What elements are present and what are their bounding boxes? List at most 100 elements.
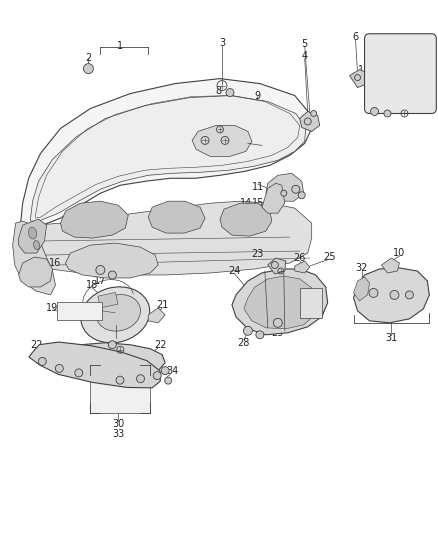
Text: 20: 20	[102, 353, 115, 363]
Circle shape	[153, 372, 161, 379]
Polygon shape	[220, 203, 272, 236]
Circle shape	[75, 369, 83, 377]
Polygon shape	[262, 183, 285, 213]
Circle shape	[116, 376, 124, 384]
Circle shape	[108, 341, 117, 349]
Polygon shape	[13, 221, 56, 295]
Text: 28: 28	[238, 338, 250, 348]
Text: 19: 19	[46, 303, 59, 313]
Circle shape	[244, 326, 252, 335]
Ellipse shape	[28, 227, 37, 239]
Bar	[98, 293, 118, 308]
Polygon shape	[66, 243, 158, 278]
Text: 22: 22	[154, 340, 166, 350]
Text: 6: 6	[353, 32, 359, 42]
Text: 26: 26	[293, 253, 306, 263]
Polygon shape	[266, 173, 304, 201]
Circle shape	[256, 331, 264, 339]
Polygon shape	[268, 258, 286, 274]
Circle shape	[96, 265, 105, 274]
Circle shape	[137, 375, 145, 383]
Text: 4: 4	[302, 51, 308, 61]
Text: 29: 29	[272, 328, 284, 338]
Polygon shape	[295, 261, 310, 273]
Text: 15: 15	[252, 198, 264, 208]
Text: 32: 32	[355, 263, 368, 273]
Text: 17: 17	[94, 276, 106, 286]
Text: 33: 33	[112, 430, 124, 440]
Circle shape	[108, 271, 117, 279]
Text: 3: 3	[219, 38, 225, 48]
Text: 30: 30	[112, 419, 124, 430]
Polygon shape	[353, 268, 429, 323]
Circle shape	[298, 192, 305, 199]
Bar	[57, 302, 102, 320]
Polygon shape	[19, 201, 312, 275]
Circle shape	[371, 108, 378, 116]
Text: 14: 14	[240, 198, 252, 208]
Polygon shape	[31, 95, 306, 221]
Text: 8: 8	[215, 86, 221, 95]
Text: 25: 25	[323, 252, 336, 262]
Polygon shape	[148, 201, 205, 233]
Text: 23: 23	[252, 249, 264, 259]
Circle shape	[292, 185, 300, 193]
Polygon shape	[353, 277, 370, 301]
Ellipse shape	[34, 240, 39, 249]
Circle shape	[390, 290, 399, 300]
Text: 11: 11	[252, 182, 264, 192]
Circle shape	[355, 75, 360, 80]
Circle shape	[39, 358, 46, 366]
Polygon shape	[232, 269, 328, 335]
Circle shape	[226, 88, 234, 96]
Circle shape	[406, 291, 413, 299]
Polygon shape	[46, 343, 165, 377]
Text: 5: 5	[302, 39, 308, 49]
Text: 36: 36	[364, 278, 376, 288]
Text: 32: 32	[74, 366, 87, 376]
Text: 18: 18	[86, 280, 99, 290]
Polygon shape	[21, 78, 312, 225]
Bar	[300, 288, 321, 318]
Circle shape	[281, 190, 287, 196]
Polygon shape	[60, 201, 128, 238]
Text: 12: 12	[358, 64, 371, 75]
Ellipse shape	[96, 295, 141, 331]
Polygon shape	[19, 219, 46, 253]
Circle shape	[273, 318, 283, 327]
Polygon shape	[244, 276, 318, 329]
Polygon shape	[192, 125, 252, 156]
Text: 16: 16	[49, 258, 62, 268]
Bar	[90, 365, 150, 413]
Text: 22: 22	[411, 278, 424, 288]
Circle shape	[165, 377, 172, 384]
Polygon shape	[350, 70, 370, 87]
Circle shape	[83, 63, 93, 74]
Circle shape	[384, 110, 391, 117]
Text: 2: 2	[85, 53, 92, 63]
Polygon shape	[300, 111, 320, 132]
Text: 13: 13	[408, 74, 420, 84]
Ellipse shape	[81, 287, 150, 343]
Text: 27: 27	[314, 310, 326, 320]
Text: 31: 31	[385, 333, 398, 343]
Circle shape	[271, 262, 278, 269]
Text: 1: 1	[117, 41, 124, 51]
Polygon shape	[148, 308, 165, 323]
Text: 10: 10	[393, 248, 406, 258]
Text: 34: 34	[166, 366, 178, 376]
Circle shape	[311, 110, 317, 117]
Circle shape	[161, 367, 169, 375]
Text: 22: 22	[30, 340, 43, 350]
Polygon shape	[19, 257, 53, 287]
Text: 7: 7	[416, 39, 423, 49]
Circle shape	[369, 288, 378, 297]
Polygon shape	[381, 258, 399, 273]
Polygon shape	[29, 342, 160, 388]
Text: 35: 35	[304, 288, 316, 298]
Text: 21: 21	[156, 300, 168, 310]
Text: 24: 24	[228, 266, 240, 276]
Circle shape	[55, 365, 63, 373]
Text: 9: 9	[255, 91, 261, 101]
FancyBboxPatch shape	[364, 34, 436, 114]
